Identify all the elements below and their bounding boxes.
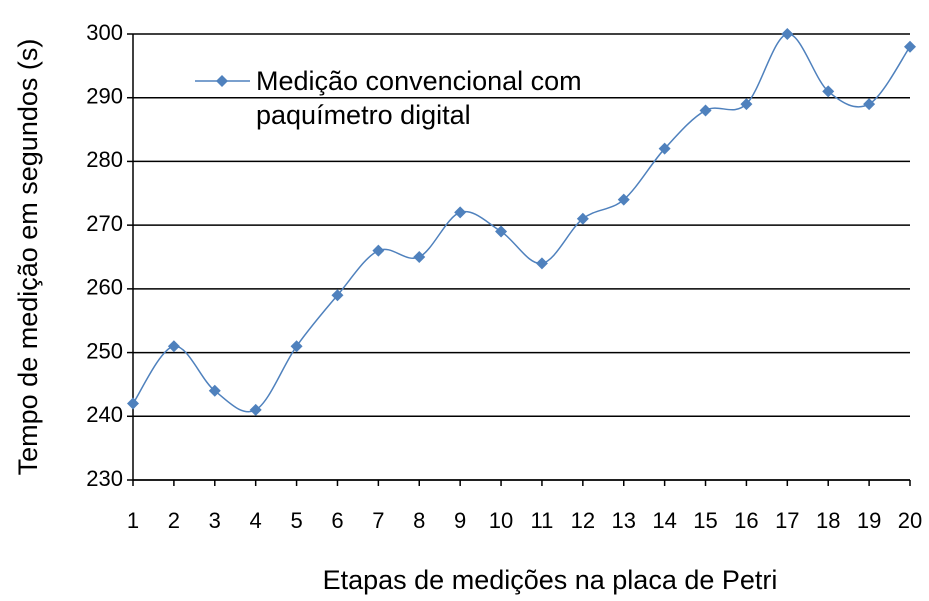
point	[331, 289, 344, 302]
x-tick-label: 13	[611, 508, 635, 533]
point	[822, 85, 835, 98]
point	[127, 397, 139, 410]
legend-marker	[216, 75, 228, 87]
point	[208, 384, 221, 397]
x-tick-label: 12	[571, 508, 595, 533]
point	[413, 251, 426, 263]
x-tick-label: 18	[816, 508, 840, 533]
y-tick-label: 290	[86, 84, 123, 109]
legend-label: Medição convencional com paquímetro digi…	[256, 66, 582, 130]
y-tick-label: 250	[86, 338, 123, 363]
x-tick-label: 19	[857, 508, 881, 533]
point	[495, 225, 508, 238]
point	[372, 244, 385, 257]
x-tick-label: 7	[372, 508, 384, 533]
point	[658, 142, 671, 155]
x-tick-label: 2	[168, 508, 180, 533]
x-tick-label: 4	[250, 508, 262, 533]
x-tick-label: 6	[331, 508, 343, 533]
point	[617, 193, 630, 206]
x-tick-label: 20	[898, 508, 922, 533]
point	[699, 104, 712, 117]
point	[290, 340, 303, 353]
point	[781, 28, 794, 40]
point	[576, 212, 589, 225]
point	[454, 206, 467, 219]
x-tick-label: 9	[454, 508, 466, 533]
x-tick-label: 1	[127, 508, 139, 533]
point	[167, 340, 180, 353]
x-tick-label: 10	[489, 508, 513, 533]
y-tick-label: 240	[86, 402, 123, 427]
point	[249, 403, 262, 416]
x-axis-label: Etapas de medições na placa de Petri	[323, 565, 778, 595]
y-tick-label: 280	[86, 147, 123, 172]
point	[904, 40, 916, 53]
y-tick-label: 300	[86, 20, 123, 45]
x-tick-label: 15	[693, 508, 717, 533]
x-tick-label: 5	[290, 508, 302, 533]
x-tick-label: 14	[652, 508, 676, 533]
point	[740, 98, 753, 111]
x-tick-label: 16	[734, 508, 758, 533]
y-tick-label: 260	[86, 275, 123, 300]
y-tick-label: 270	[86, 211, 123, 236]
x-tick-label: 17	[775, 508, 799, 533]
x-tick-label: 8	[413, 508, 425, 533]
x-tick-label: 11	[531, 508, 554, 533]
y-tick-label: 230	[86, 466, 123, 491]
point	[863, 98, 876, 111]
y-axis-label: Tempo de medição em segundos (s)	[13, 39, 43, 476]
point	[535, 257, 548, 270]
x-tick-label: 3	[209, 508, 221, 533]
